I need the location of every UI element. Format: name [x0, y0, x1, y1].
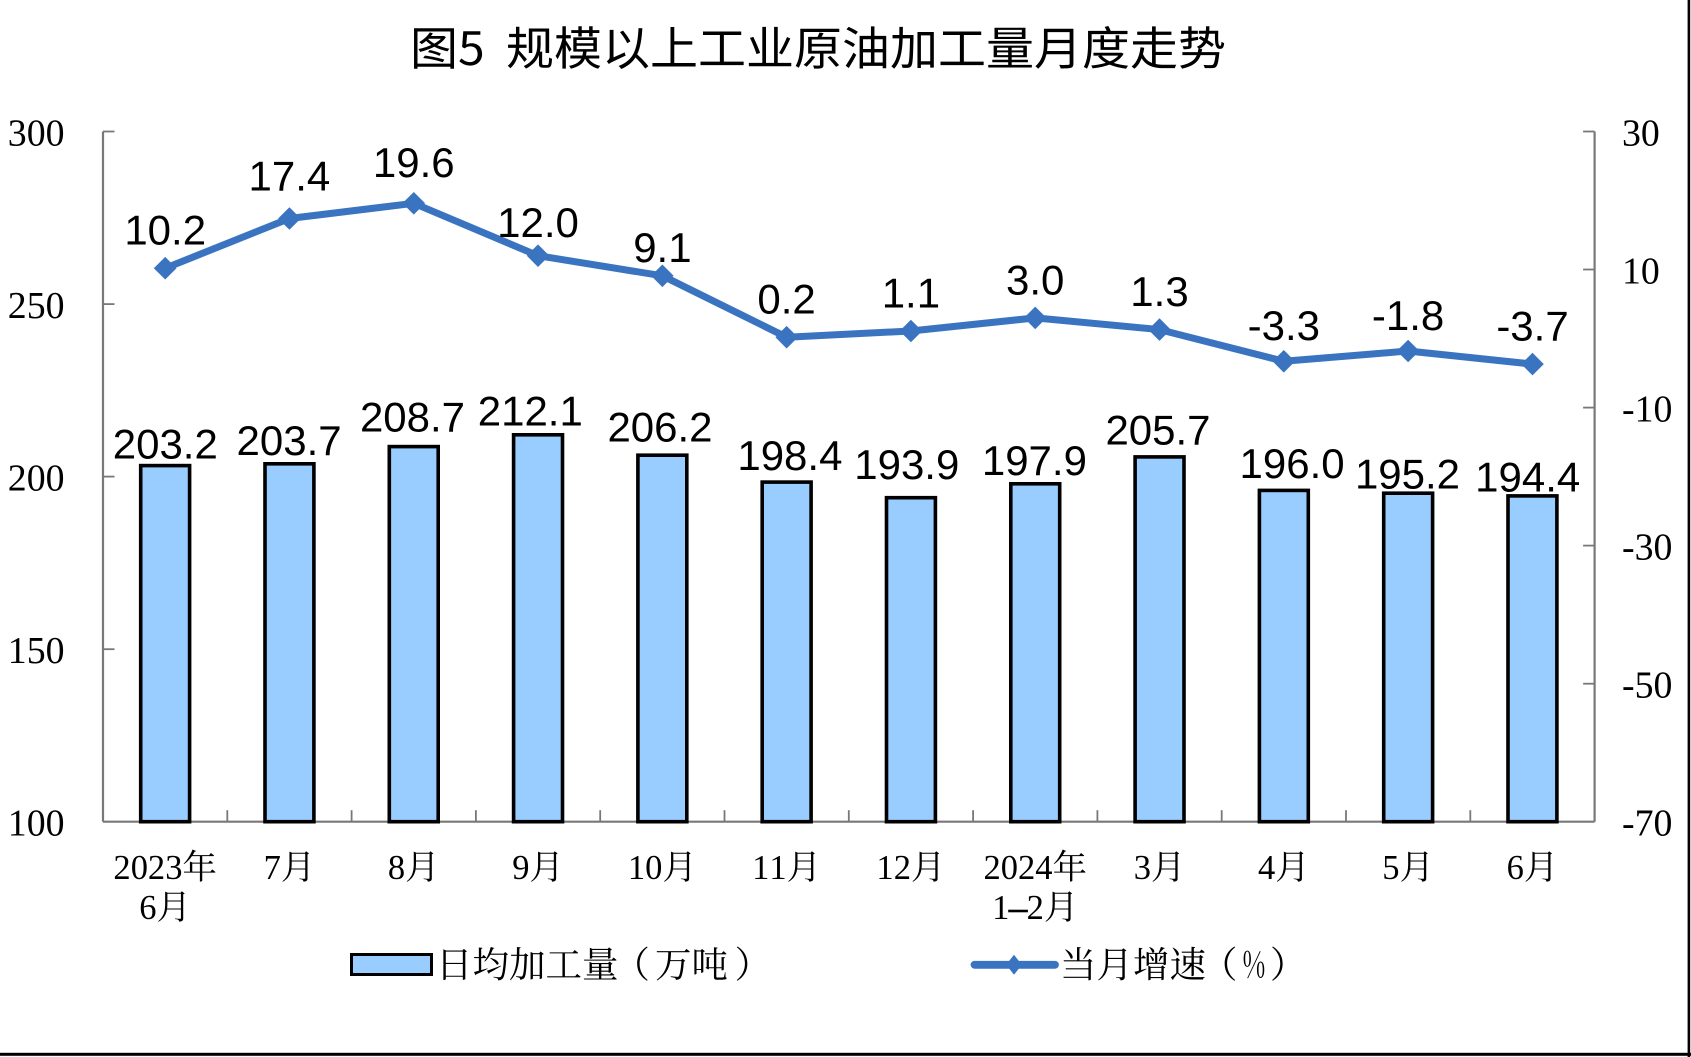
svg-text:5: 5 [1382, 849, 1399, 887]
svg-text:17.4: 17.4 [249, 153, 331, 200]
svg-text:0: 0 [645, 849, 662, 887]
svg-text:1: 1 [992, 889, 1009, 927]
svg-text:203.2: 203.2 [113, 420, 218, 467]
svg-text:3.0: 3.0 [1006, 256, 1064, 303]
svg-text:-1.8: -1.8 [1372, 292, 1444, 339]
svg-text:0: 0 [1001, 849, 1018, 887]
svg-text:9: 9 [512, 849, 529, 887]
svg-text:4: 4 [1258, 849, 1275, 887]
svg-text:-10: -10 [1622, 388, 1672, 430]
svg-text:200: 200 [8, 457, 65, 499]
svg-text:1.3: 1.3 [1130, 268, 1188, 315]
svg-text:-70: -70 [1622, 803, 1672, 845]
svg-text:9.1: 9.1 [633, 224, 691, 271]
svg-text:-3.3: -3.3 [1248, 302, 1320, 349]
svg-text:193.9: 193.9 [854, 441, 959, 488]
svg-text:1.1: 1.1 [882, 270, 940, 317]
svg-text:1: 1 [876, 849, 893, 887]
svg-text:100: 100 [8, 803, 65, 845]
svg-text:206.2: 206.2 [607, 403, 712, 450]
svg-text:2: 2 [984, 849, 1001, 887]
svg-text:-30: -30 [1622, 526, 1672, 568]
svg-text:205.7: 205.7 [1105, 407, 1210, 454]
svg-text:1: 1 [752, 849, 769, 887]
svg-text:250: 250 [8, 285, 65, 327]
svg-text:8: 8 [388, 849, 405, 887]
svg-text:203.7: 203.7 [237, 417, 342, 464]
svg-text:196.0: 196.0 [1240, 440, 1345, 487]
svg-text:2: 2 [148, 849, 165, 887]
svg-text:2: 2 [894, 849, 911, 887]
svg-text:198.4: 198.4 [737, 432, 842, 479]
svg-text:150: 150 [8, 630, 65, 672]
svg-text:30: 30 [1622, 112, 1660, 154]
svg-text:3: 3 [165, 849, 182, 887]
svg-text:4: 4 [1035, 849, 1052, 887]
svg-text:208.7: 208.7 [360, 393, 465, 440]
svg-text:195.2: 195.2 [1355, 451, 1460, 498]
svg-text:-50: -50 [1622, 665, 1672, 707]
svg-text:2: 2 [113, 849, 130, 887]
svg-text:6: 6 [139, 889, 156, 927]
svg-text:10.2: 10.2 [124, 207, 206, 254]
svg-text:0.2: 0.2 [757, 276, 815, 323]
svg-text:10: 10 [1622, 250, 1660, 292]
svg-text:1: 1 [628, 849, 645, 887]
svg-text:2: 2 [1018, 849, 1035, 887]
svg-text:19.6: 19.6 [373, 139, 455, 186]
svg-text:1: 1 [769, 849, 786, 887]
svg-text:3: 3 [1134, 849, 1151, 887]
svg-text:194.4: 194.4 [1475, 454, 1580, 501]
svg-text:0: 0 [131, 849, 148, 887]
svg-text:2: 2 [1027, 889, 1044, 927]
svg-text:300: 300 [8, 112, 65, 154]
svg-text:12.0: 12.0 [497, 199, 579, 246]
svg-text:6: 6 [1507, 849, 1524, 887]
svg-text:-3.7: -3.7 [1496, 303, 1568, 350]
svg-text:7: 7 [264, 849, 281, 887]
svg-text:212.1: 212.1 [478, 387, 583, 434]
svg-text:197.9: 197.9 [982, 437, 1087, 484]
